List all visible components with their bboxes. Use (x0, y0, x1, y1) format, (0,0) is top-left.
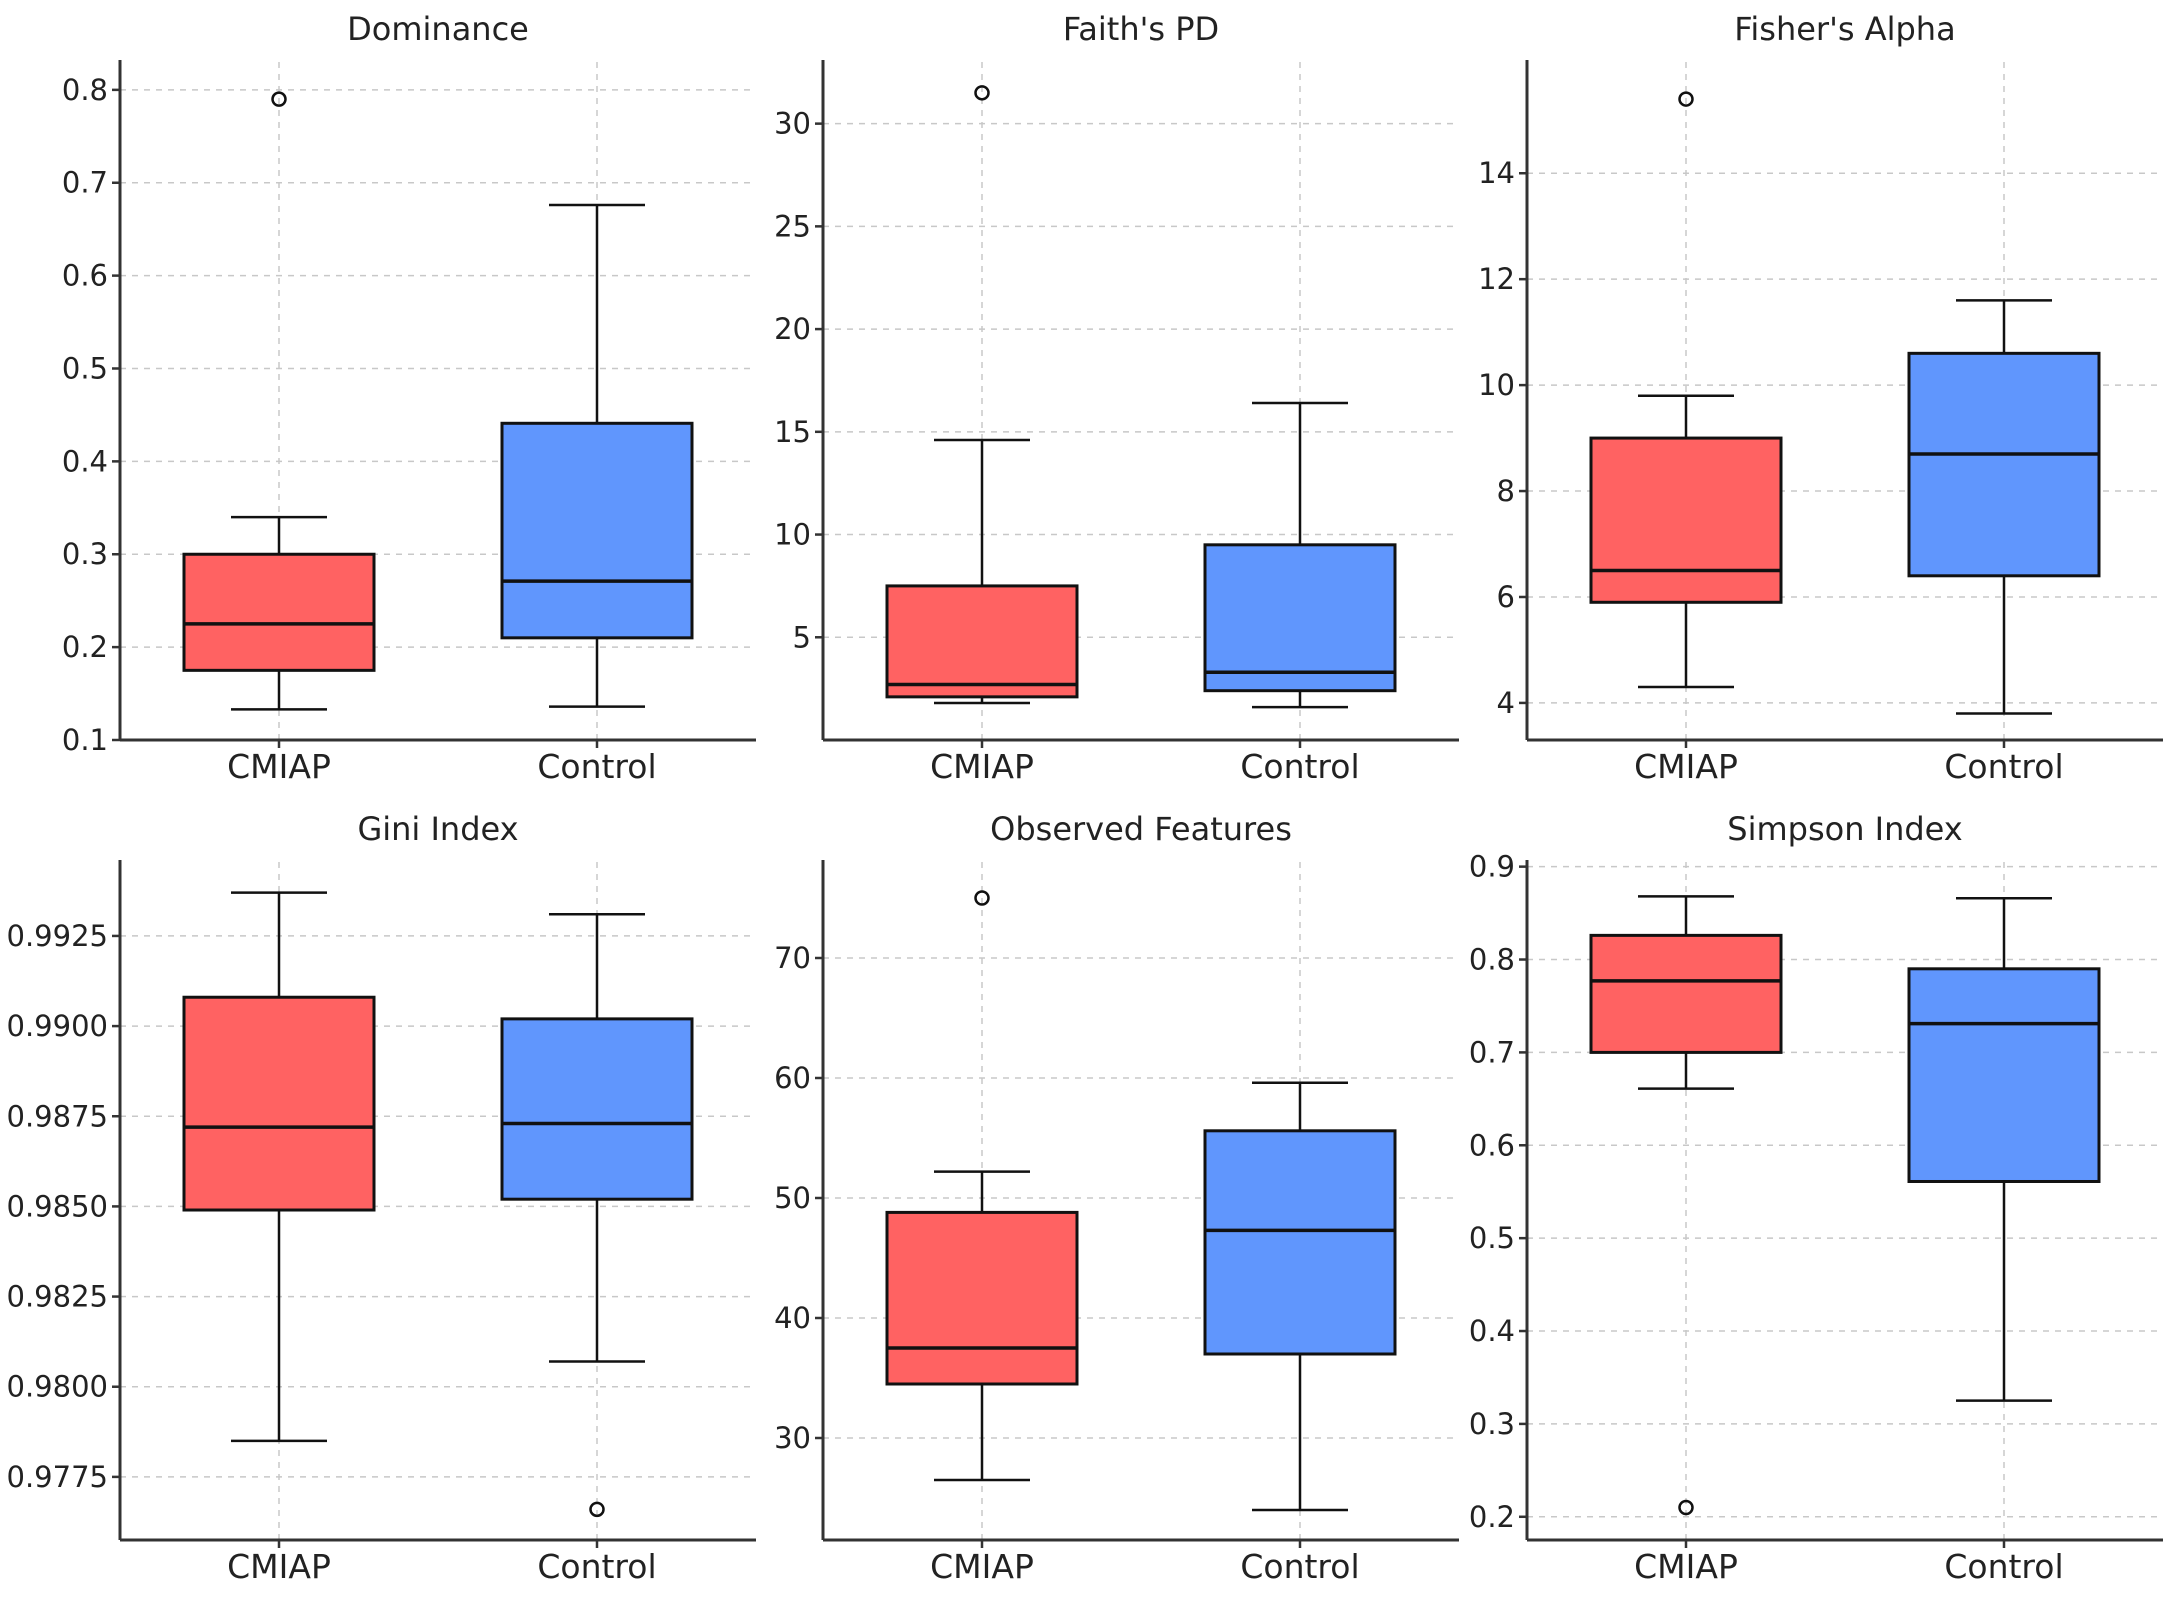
iqr-box (1907, 967, 2101, 1183)
y-tick-label: 30 (774, 1421, 811, 1455)
box-series-control (1203, 1081, 1397, 1512)
outlier-point (589, 1501, 605, 1518)
y-tick-label: 8 (1497, 474, 1515, 508)
panel-gini-index: 0.9775 0.9800 0.9825 0.9850 0.9875 0.9900 0.99… (7, 810, 756, 1586)
outlier-point (974, 85, 990, 101)
y-tick-label: 4 (1497, 686, 1515, 720)
box-series-cmiap (182, 91, 376, 711)
panel-fisher-s-alpha: 4 6 8 10 12 14 CMIAP Control Fisher's Alpha (1478, 10, 2163, 786)
box-series-cmiap (885, 890, 1079, 1482)
panel-title: Gini Index (357, 810, 518, 848)
box-series-control (1907, 896, 2101, 1402)
y-tick-label: 50 (774, 1181, 811, 1215)
iqr-box (1589, 933, 1783, 1054)
panel-simpson-index: 0.2 0.3 0.4 0.5 0.6 0.7 0.8 0.9 CMIAP Control Simp… (1469, 810, 2163, 1586)
y-tick-label: 30 (774, 107, 811, 141)
x-tick-label: Control (1240, 747, 1359, 786)
y-tick-label: 5 (793, 620, 811, 654)
x-tick-label: CMIAP (1634, 747, 1738, 786)
box-series-control (1907, 299, 2101, 715)
y-tick-label: 0.6 (62, 259, 108, 293)
iqr-box (182, 552, 376, 672)
panel-observed-features: 30 40 50 60 70 CMIAP Control Observed Features (774, 810, 1459, 1586)
y-tick-label: 0.9875 (7, 1099, 108, 1133)
x-tick-label: Control (537, 1547, 656, 1586)
y-tick-label: 14 (1478, 156, 1515, 190)
x-tick-label: CMIAP (1634, 1547, 1738, 1586)
iqr-box (1203, 543, 1397, 693)
x-tick-label: Control (1944, 747, 2063, 786)
y-tick-label: 0.9825 (7, 1280, 108, 1314)
y-tick-label: 0.7 (1469, 1035, 1515, 1069)
iqr-box (182, 995, 376, 1212)
iqr-box (1589, 436, 1783, 604)
y-tick-label: 0.8 (1469, 943, 1515, 977)
outlier-point (1678, 1499, 1694, 1516)
panel-dominance: 0.1 0.2 0.3 0.4 0.5 0.6 0.7 0.8 CMIAP Control Domi… (62, 10, 756, 786)
iqr-box (1203, 1129, 1397, 1356)
y-tick-label: 60 (774, 1061, 811, 1095)
outlier-point (1678, 91, 1694, 107)
y-tick-label: 0.7 (62, 166, 108, 200)
iqr-box (500, 421, 694, 640)
x-tick-label: Control (1240, 1547, 1359, 1586)
iqr-box (885, 1210, 1079, 1386)
y-tick-label: 10 (1478, 368, 1515, 402)
box-series-control (500, 913, 694, 1518)
y-tick-label: 6 (1497, 580, 1515, 614)
y-tick-label: 0.9 (1469, 850, 1515, 884)
y-tick-label: 0.9850 (7, 1189, 108, 1223)
outlier-point (271, 91, 287, 107)
box-series-cmiap (885, 85, 1079, 705)
panel-title: Observed Features (990, 810, 1292, 848)
x-tick-label: CMIAP (930, 747, 1034, 786)
y-tick-label: 0.9800 (7, 1370, 108, 1404)
x-tick-label: CMIAP (227, 747, 331, 786)
x-tick-label: CMIAP (930, 1547, 1034, 1586)
y-tick-label: 0.4 (62, 444, 108, 478)
panel-title: Simpson Index (1727, 810, 1962, 848)
y-tick-label: 70 (774, 941, 811, 975)
y-tick-label: 0.9925 (7, 919, 108, 953)
outlier-point (974, 890, 990, 906)
y-tick-label: 0.5 (1469, 1221, 1515, 1255)
x-tick-label: Control (1944, 1547, 2063, 1586)
y-tick-label: 0.6 (1469, 1128, 1515, 1162)
box-series-cmiap (182, 891, 376, 1443)
x-tick-label: CMIAP (227, 1547, 331, 1586)
box-series-cmiap (1589, 91, 1783, 689)
iqr-box (1907, 351, 2101, 578)
panel-title: Fisher's Alpha (1734, 10, 1955, 48)
box-series-control (1203, 401, 1397, 709)
panel-faith-s-pd: 5 10 15 20 25 30 CMIAP Control Faith's PD (774, 10, 1459, 786)
y-tick-label: 15 (774, 415, 811, 449)
y-tick-label: 20 (774, 312, 811, 346)
y-tick-label: 0.9775 (7, 1460, 108, 1494)
iqr-box (885, 584, 1079, 699)
panel-title: Dominance (347, 10, 529, 48)
box-series-cmiap (1589, 895, 1783, 1516)
panel-title: Faith's PD (1063, 10, 1219, 48)
y-tick-label: 0.3 (1469, 1407, 1515, 1441)
y-tick-label: 0.3 (62, 537, 108, 571)
y-tick-label: 0.2 (62, 630, 108, 664)
box-series-control (500, 203, 694, 708)
iqr-box (500, 1017, 694, 1201)
y-tick-label: 25 (774, 209, 811, 243)
y-tick-label: 0.1 (62, 723, 108, 757)
y-tick-label: 12 (1478, 262, 1515, 296)
y-tick-label: 40 (774, 1301, 811, 1335)
y-tick-label: 0.2 (1469, 1500, 1515, 1534)
y-tick-label: 0.4 (1469, 1314, 1515, 1348)
y-tick-label: 0.9900 (7, 1009, 108, 1043)
y-tick-label: 10 (774, 518, 811, 552)
x-tick-label: Control (537, 747, 656, 786)
y-tick-label: 0.8 (62, 73, 108, 107)
y-tick-label: 0.5 (62, 351, 108, 385)
